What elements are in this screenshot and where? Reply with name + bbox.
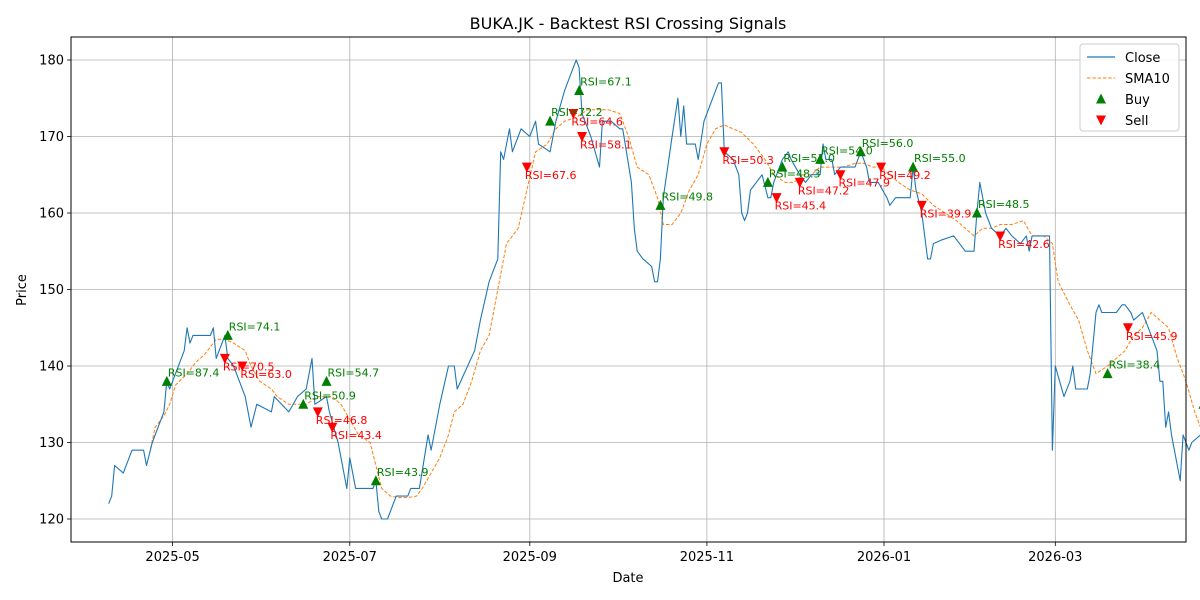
buy-marker (762, 176, 773, 187)
sell-signal-label: RSI=42.6 (998, 238, 1050, 251)
x-tick-label: 2026-01 (857, 550, 911, 565)
buy-marker (855, 146, 866, 157)
buy-marker (971, 207, 982, 218)
buy-marker (298, 398, 309, 409)
sell-marker (237, 361, 248, 372)
buy-marker (222, 329, 233, 340)
buy-signal-label: RSI=51.0 (783, 152, 835, 165)
buy-signal-label: RSI=56.0 (862, 137, 914, 150)
y-tick-label: 170 (39, 130, 64, 145)
buy-signal-label: RSI=74.1 (229, 320, 281, 333)
legend-swatch-buy (1096, 93, 1106, 104)
y-tick-label: 180 (39, 54, 64, 69)
y-tick-label: 150 (39, 283, 64, 298)
close-layer (108, 59, 1200, 520)
sell-signal-label: RSI=58.1 (580, 138, 632, 151)
sell-signal-label: RSI=46.8 (316, 414, 368, 427)
buy-signal-label: RSI=48.5 (978, 198, 1030, 211)
buy-signal-label: RSI=48.3 (769, 167, 821, 180)
buy-signal-label: RSI=72.2 (551, 106, 603, 119)
sell-signal-label: RSI=70.5 (223, 360, 275, 373)
close-line (108, 59, 1200, 520)
sell-signal-label: RSI=47.2 (798, 184, 850, 197)
buy-marker (545, 115, 556, 126)
buy-signal-label: RSI=55.0 (914, 152, 966, 165)
buy-marker (655, 199, 666, 210)
y-tick-label: 120 (39, 513, 64, 528)
sell-markers (219, 109, 1133, 433)
buy-marker (815, 153, 826, 164)
y-tick-label: 160 (39, 207, 64, 222)
buy-marker (908, 161, 919, 172)
legend-label: Buy (1125, 93, 1150, 108)
sell-marker (312, 407, 323, 418)
chart-title: BUKA.JK - Backtest RSI Crossing Signals (470, 14, 787, 33)
sell-marker (876, 162, 887, 173)
x-tick-label: 2025-11 (680, 550, 734, 565)
buy-marker (1102, 368, 1113, 379)
buy-signal-label: RSI=38.4 (1109, 359, 1161, 372)
sell-signal-label: RSI=64.6 (571, 116, 623, 129)
sell-marker (771, 193, 782, 204)
sell-marker (995, 231, 1006, 242)
sell-marker (719, 147, 730, 158)
x-axis-label: Date (612, 571, 643, 586)
sell-marker (835, 170, 846, 181)
sell-signal-label: RSI=45.9 (1126, 330, 1178, 343)
buy-signal-label: RSI=87.4 (168, 366, 220, 379)
sell-marker (1122, 323, 1133, 334)
x-tick-label: 2025-07 (323, 550, 377, 565)
sell-signal-label: RSI=63.0 (240, 368, 292, 381)
y-tick-label: 130 (39, 436, 64, 451)
y-tick-label: 140 (39, 360, 64, 375)
sell-marker (568, 109, 579, 120)
buy-markers (161, 85, 1200, 486)
sell-signal-label: RSI=50.3 (722, 154, 774, 167)
legend-swatch-sell (1096, 115, 1106, 126)
sell-signal-label: RSI=49.2 (879, 169, 931, 182)
buy-signal-label: RSI=67.1 (580, 76, 632, 89)
sell-marker (327, 422, 338, 433)
sell-signal-label: RSI=45.4 (775, 200, 827, 213)
buy-signal-label: RSI=50.9 (304, 389, 356, 402)
y-axis-label: Price (15, 274, 30, 306)
buy-marker (161, 375, 172, 386)
x-tick-label: 2026-03 (1028, 550, 1082, 565)
buy-signal-label: RSI=49.8 (661, 190, 713, 203)
x-axis: 2025-05 2025-07 2025-09 2025-11 2026-01 2026-… (145, 542, 1082, 565)
legend: Close SMA10 Buy Sell (1079, 43, 1180, 132)
buy-signal-label: RSI=54.0 (821, 144, 873, 157)
legend-box (1079, 43, 1180, 132)
sell-marker (219, 353, 230, 364)
legend-label: SMA10 (1125, 72, 1170, 87)
buy-marker (777, 161, 788, 172)
sell-marker (577, 131, 588, 142)
buy-signal-label: RSI=43.9 (377, 466, 429, 479)
sell-marker (521, 162, 532, 173)
buy-marker (321, 375, 332, 386)
x-tick-label: 2025-05 (145, 550, 199, 565)
buy-marker (574, 85, 585, 96)
buy-marker (370, 475, 381, 486)
signal-labels: RSI=87.4 RSI=74.1 RSI=50.9 RSI=54.7 RSI=43.9… (168, 76, 1178, 479)
legend-label: Sell (1125, 114, 1148, 129)
sell-marker (916, 200, 927, 211)
sell-signal-label: RSI=67.6 (525, 169, 577, 182)
legend-label: Close (1125, 51, 1160, 66)
sell-signal-label: RSI=43.4 (330, 429, 382, 442)
x-tick-label: 2025-09 (503, 550, 557, 565)
buy-signal-label: RSI=54.7 (328, 366, 380, 379)
sell-signal-label: RSI=39.9 (920, 207, 972, 220)
sell-signal-label: RSI=47.9 (838, 177, 890, 190)
y-axis: 120 130 140 150 160 170 180 (39, 54, 71, 528)
sell-marker (794, 177, 805, 188)
